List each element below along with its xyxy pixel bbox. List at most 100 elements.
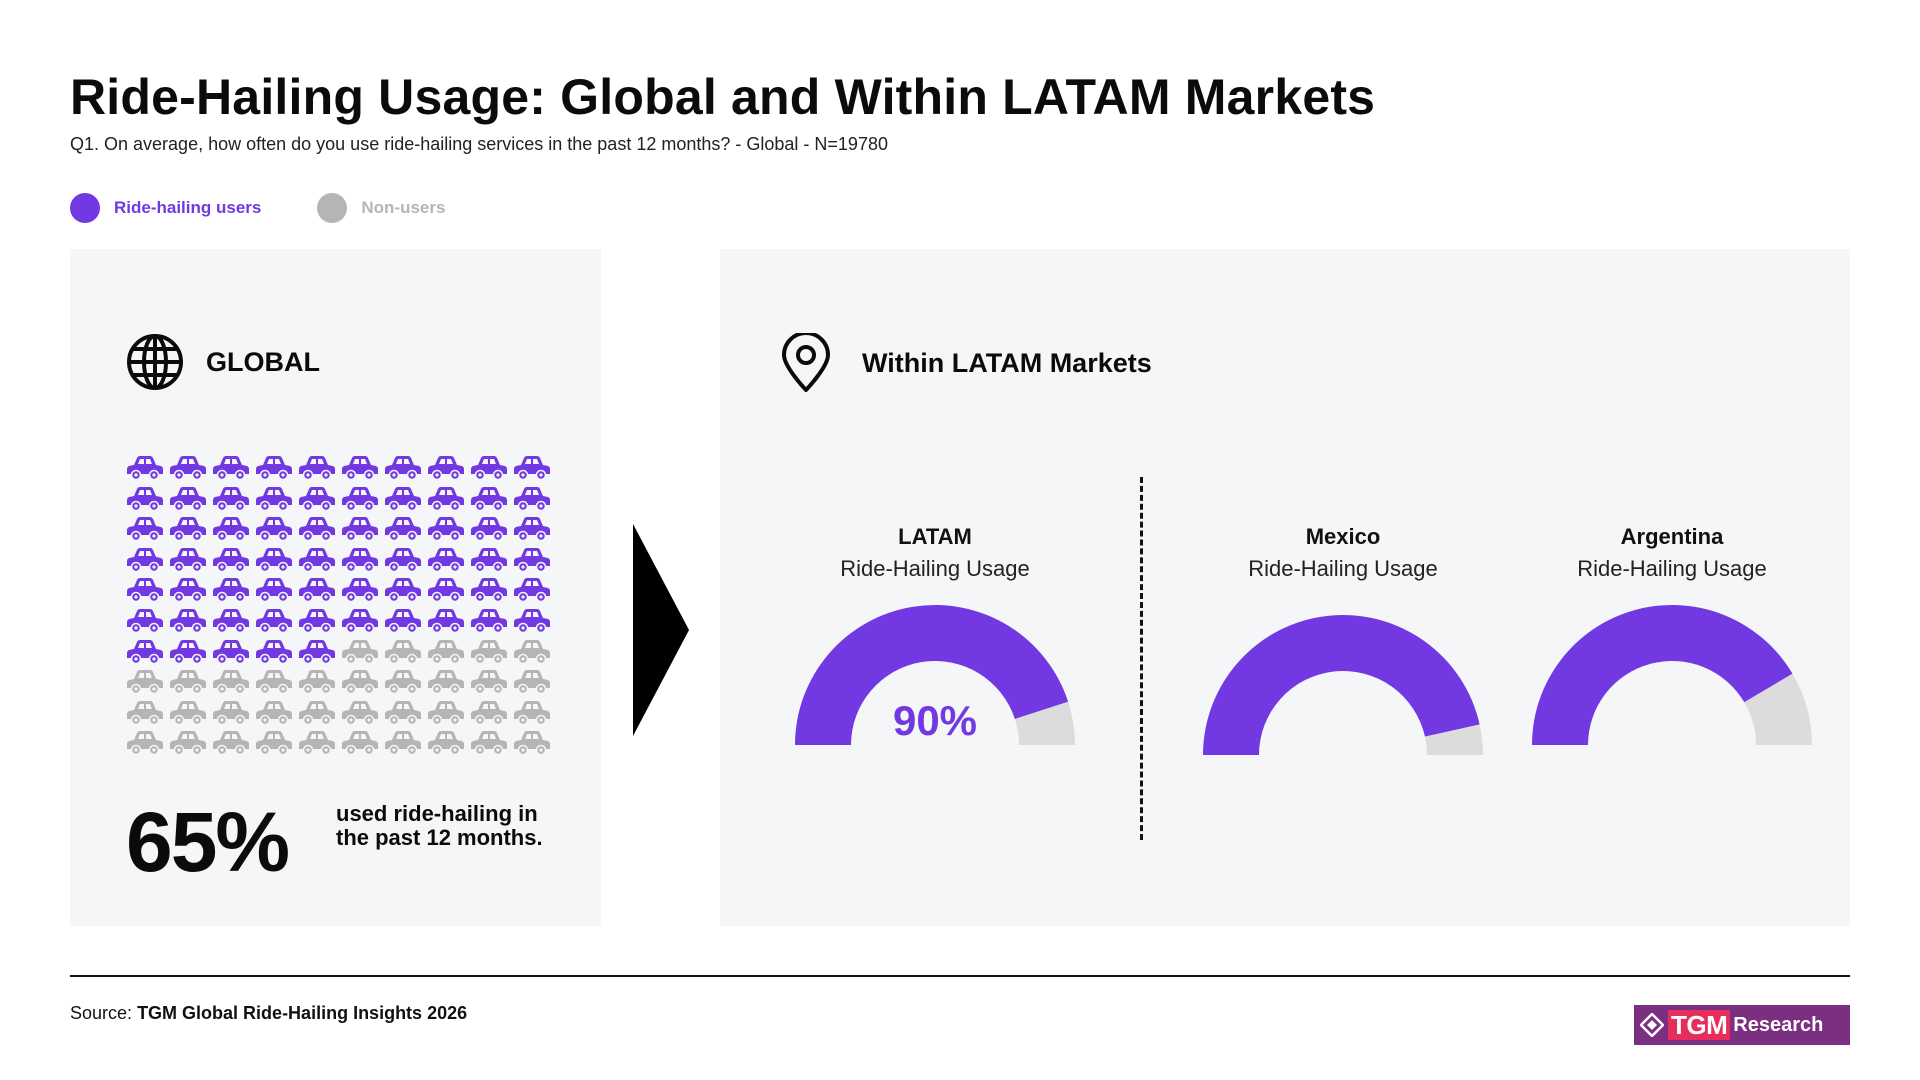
global-panel: GLOBAL 65% used ride-hailing in the past… <box>70 249 601 926</box>
gauge-remainder-arc <box>1424 724 1483 755</box>
global-heading-label: GLOBAL <box>206 346 320 377</box>
gauge-latam-value: 90% <box>892 697 978 744</box>
source-name: TGM Global Ride-Hailing Insights 2026 <box>137 1003 468 1023</box>
gauge-mexico <box>1203 615 1483 755</box>
footer-rule <box>70 975 1850 977</box>
car-icon <box>385 731 421 756</box>
gauge-latam-title: LATAM Ride-Hailing Usage <box>785 524 1085 582</box>
car-icon <box>213 578 249 603</box>
page-title: Ride-Hailing Usage: Global and Within LA… <box>70 69 1376 125</box>
car-icon <box>299 486 335 511</box>
car-icon <box>385 670 421 695</box>
car-icon <box>127 456 163 481</box>
car-icon <box>385 700 421 726</box>
car-icon <box>514 547 550 573</box>
car-icon <box>256 547 292 573</box>
car-icon <box>256 700 292 726</box>
car-icon <box>213 456 249 481</box>
car-icon <box>514 486 550 511</box>
gauge-latam-name: LATAM <box>898 524 972 549</box>
car-icon <box>170 486 206 511</box>
car-icon <box>256 639 292 664</box>
car-icon <box>127 609 163 634</box>
car-icon <box>471 578 507 603</box>
car-icon <box>170 609 206 634</box>
car-icon <box>342 670 378 695</box>
car-icon <box>514 700 550 726</box>
car-icon <box>170 731 206 756</box>
arrow-right-icon <box>633 524 689 736</box>
gauge-fill-arc <box>795 605 1069 745</box>
car-icon <box>170 700 206 726</box>
car-icon <box>213 700 249 726</box>
car-icon <box>342 700 378 726</box>
car-icon <box>170 578 206 603</box>
brand-research: Research <box>1733 1013 1824 1036</box>
car-icon <box>256 456 292 481</box>
car-icon <box>428 578 464 603</box>
car-icon <box>385 456 421 481</box>
car-icon <box>127 486 163 511</box>
car-icon <box>256 517 292 542</box>
map-pin-icon <box>782 333 830 392</box>
car-icon <box>127 547 163 573</box>
latam-panel: Within LATAM Markets <box>720 249 1850 926</box>
gauge-fill-arc <box>1203 615 1480 755</box>
legend-swatch-users <box>70 193 100 223</box>
car-icon <box>170 517 206 542</box>
car-icon <box>514 639 550 664</box>
car-icon <box>299 731 335 756</box>
global-headline-text: used ride-hailing in the past 12 months. <box>336 801 543 850</box>
gauge-mexico-name: Mexico <box>1305 524 1381 549</box>
car-icon <box>514 578 550 603</box>
car-icon <box>514 609 550 634</box>
car-icon <box>213 639 249 664</box>
car-icon <box>299 547 335 573</box>
chart-legend: Ride-hailing users Non-users <box>70 193 501 223</box>
car-icon <box>213 486 249 511</box>
car-icon <box>299 639 335 664</box>
car-icon <box>428 486 464 511</box>
car-icon <box>170 639 206 664</box>
car-icon <box>514 456 550 481</box>
car-icon <box>299 609 335 634</box>
gauge-mexico-title: Mexico Ride-Hailing Usage <box>1193 524 1493 582</box>
car-icon <box>471 639 507 664</box>
global-headline-value: 65% <box>126 795 290 889</box>
car-icon <box>127 639 163 664</box>
car-icon <box>127 578 163 603</box>
car-icon <box>170 670 206 695</box>
gauge-argentina <box>1532 605 1812 745</box>
car-icon <box>299 456 335 481</box>
car-icon <box>170 547 206 573</box>
car-icon <box>299 700 335 726</box>
car-icon <box>127 731 163 756</box>
gauge-divider <box>1140 477 1143 840</box>
gauge-remainder-arc <box>1744 673 1812 745</box>
car-icon <box>471 670 507 695</box>
source-prefix: Source: <box>70 1003 133 1023</box>
gauge-latam-subtitle: Ride-Hailing Usage <box>840 556 1030 581</box>
car-icon <box>514 731 550 756</box>
gauge-remainder-arc <box>1014 701 1075 745</box>
car-icon <box>299 517 335 542</box>
car-icon <box>471 700 507 726</box>
car-icon <box>213 609 249 634</box>
car-icon <box>256 578 292 603</box>
car-icon <box>428 639 464 664</box>
car-icon <box>428 700 464 726</box>
car-icon <box>428 670 464 695</box>
car-icon <box>342 731 378 756</box>
car-icon <box>256 731 292 756</box>
car-icon <box>385 609 421 634</box>
brand-tgm: TGM <box>1668 1010 1731 1040</box>
gauge-mexico-subtitle: Ride-Hailing Usage <box>1248 556 1438 581</box>
car-icon <box>213 670 249 695</box>
gauge-argentina-subtitle: Ride-Hailing Usage <box>1577 556 1767 581</box>
car-icon <box>428 547 464 573</box>
source-note: Source: TGM Global Ride-Hailing Insights… <box>70 1003 467 1024</box>
car-icon <box>428 609 464 634</box>
car-icon <box>342 578 378 603</box>
car-icon <box>471 731 507 756</box>
car-icon <box>385 547 421 573</box>
